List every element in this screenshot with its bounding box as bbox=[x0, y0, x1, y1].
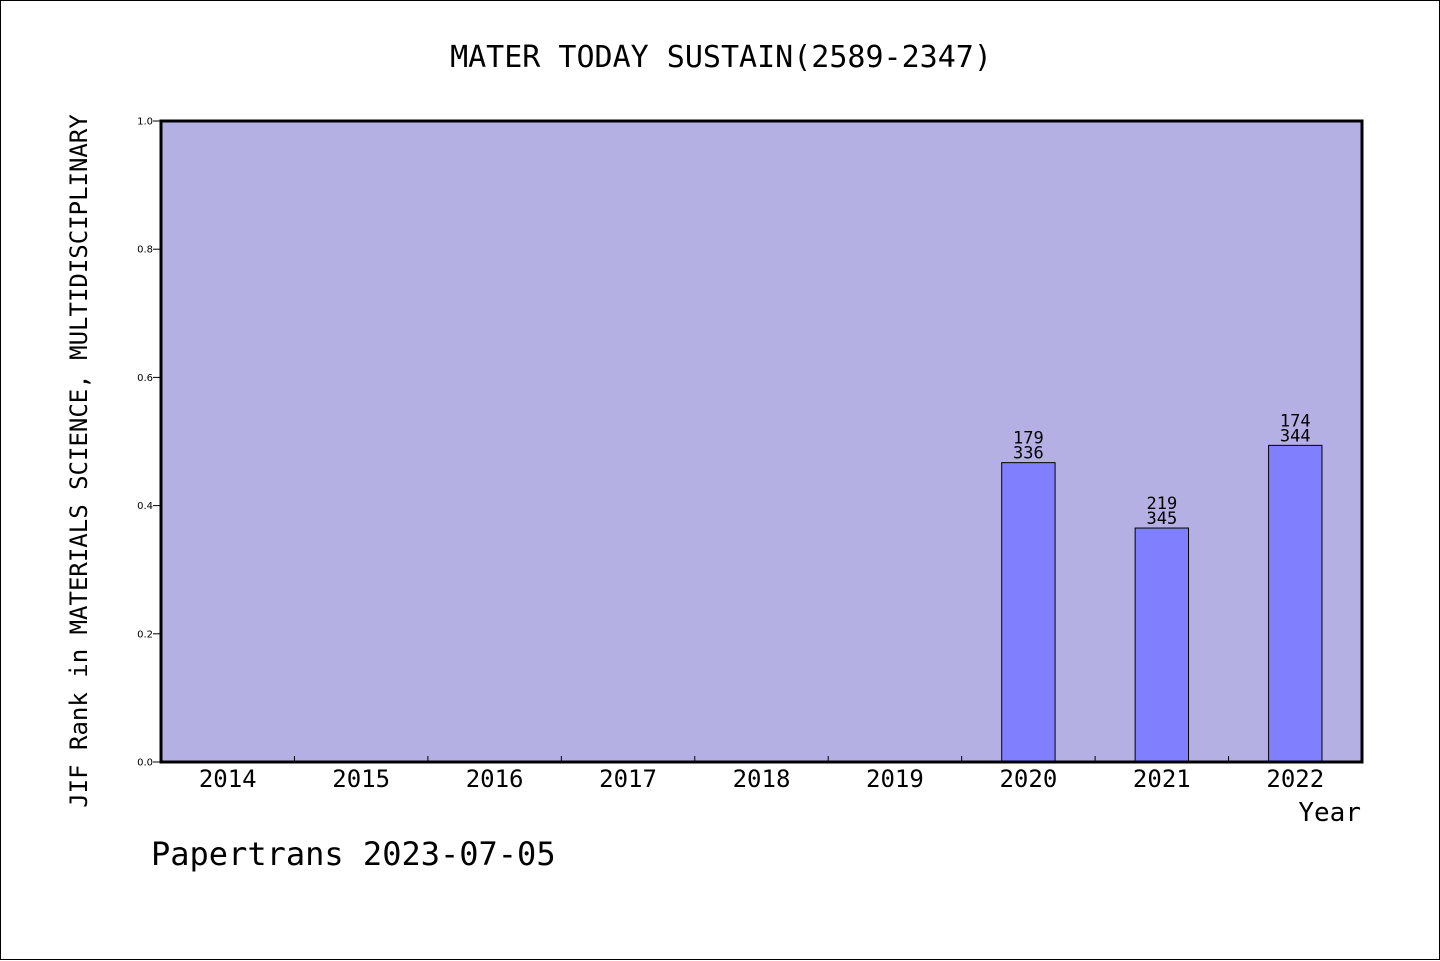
bars-group bbox=[1001, 444, 1323, 763]
x-tick-label: 2014 bbox=[199, 765, 257, 793]
bar-label-total: 344 bbox=[1280, 426, 1311, 446]
x-tick-label: 2017 bbox=[599, 765, 657, 793]
x-tick-labels: 2014 2015 2016 2017 2018 2019 2020 2021 2022 bbox=[199, 765, 1324, 793]
bar-label-total: 345 bbox=[1146, 509, 1177, 529]
y-tick-label: 0.4 bbox=[137, 501, 153, 512]
x-tick-label: 2016 bbox=[466, 765, 524, 793]
chart-title: MATER TODAY SUSTAIN(2589-2347) bbox=[450, 40, 992, 75]
bar-2021 bbox=[1134, 527, 1190, 763]
x-tick-label: 2018 bbox=[733, 765, 791, 793]
x-tick-label: 2015 bbox=[332, 765, 390, 793]
bar-2020 bbox=[1001, 462, 1056, 763]
y-axis-label: JIF Rank in MATERIALS SCIENCE, MULTIDISC… bbox=[65, 114, 93, 808]
x-axis-label: Year bbox=[1298, 798, 1361, 828]
bar-label-rank: 179 bbox=[1013, 429, 1044, 449]
x-tick-label: 2020 bbox=[999, 765, 1057, 793]
bar-label-total: 336 bbox=[1013, 444, 1044, 464]
plot-frame bbox=[159, 119, 1364, 764]
x-tick-label: 2022 bbox=[1266, 765, 1324, 793]
x-tick-label: 2019 bbox=[866, 765, 924, 793]
x-tick-label: 2021 bbox=[1133, 765, 1191, 793]
y-tick-label: 0.8 bbox=[137, 245, 153, 256]
bar-2022 bbox=[1268, 444, 1323, 763]
y-tick-label: 0.0 bbox=[137, 758, 153, 769]
y-tick-label: 0.6 bbox=[137, 373, 153, 384]
bar-label-rank: 174 bbox=[1280, 411, 1311, 431]
y-axis-ticks: 0.0 0.2 0.4 0.6 0.8 1.0 bbox=[137, 117, 161, 769]
y-tick-label: 1.0 bbox=[137, 117, 153, 128]
footer-credit: Papertrans 2023-07-05 bbox=[151, 835, 556, 873]
y-tick-label: 0.2 bbox=[137, 629, 153, 640]
bar-label-rank: 219 bbox=[1146, 494, 1177, 514]
